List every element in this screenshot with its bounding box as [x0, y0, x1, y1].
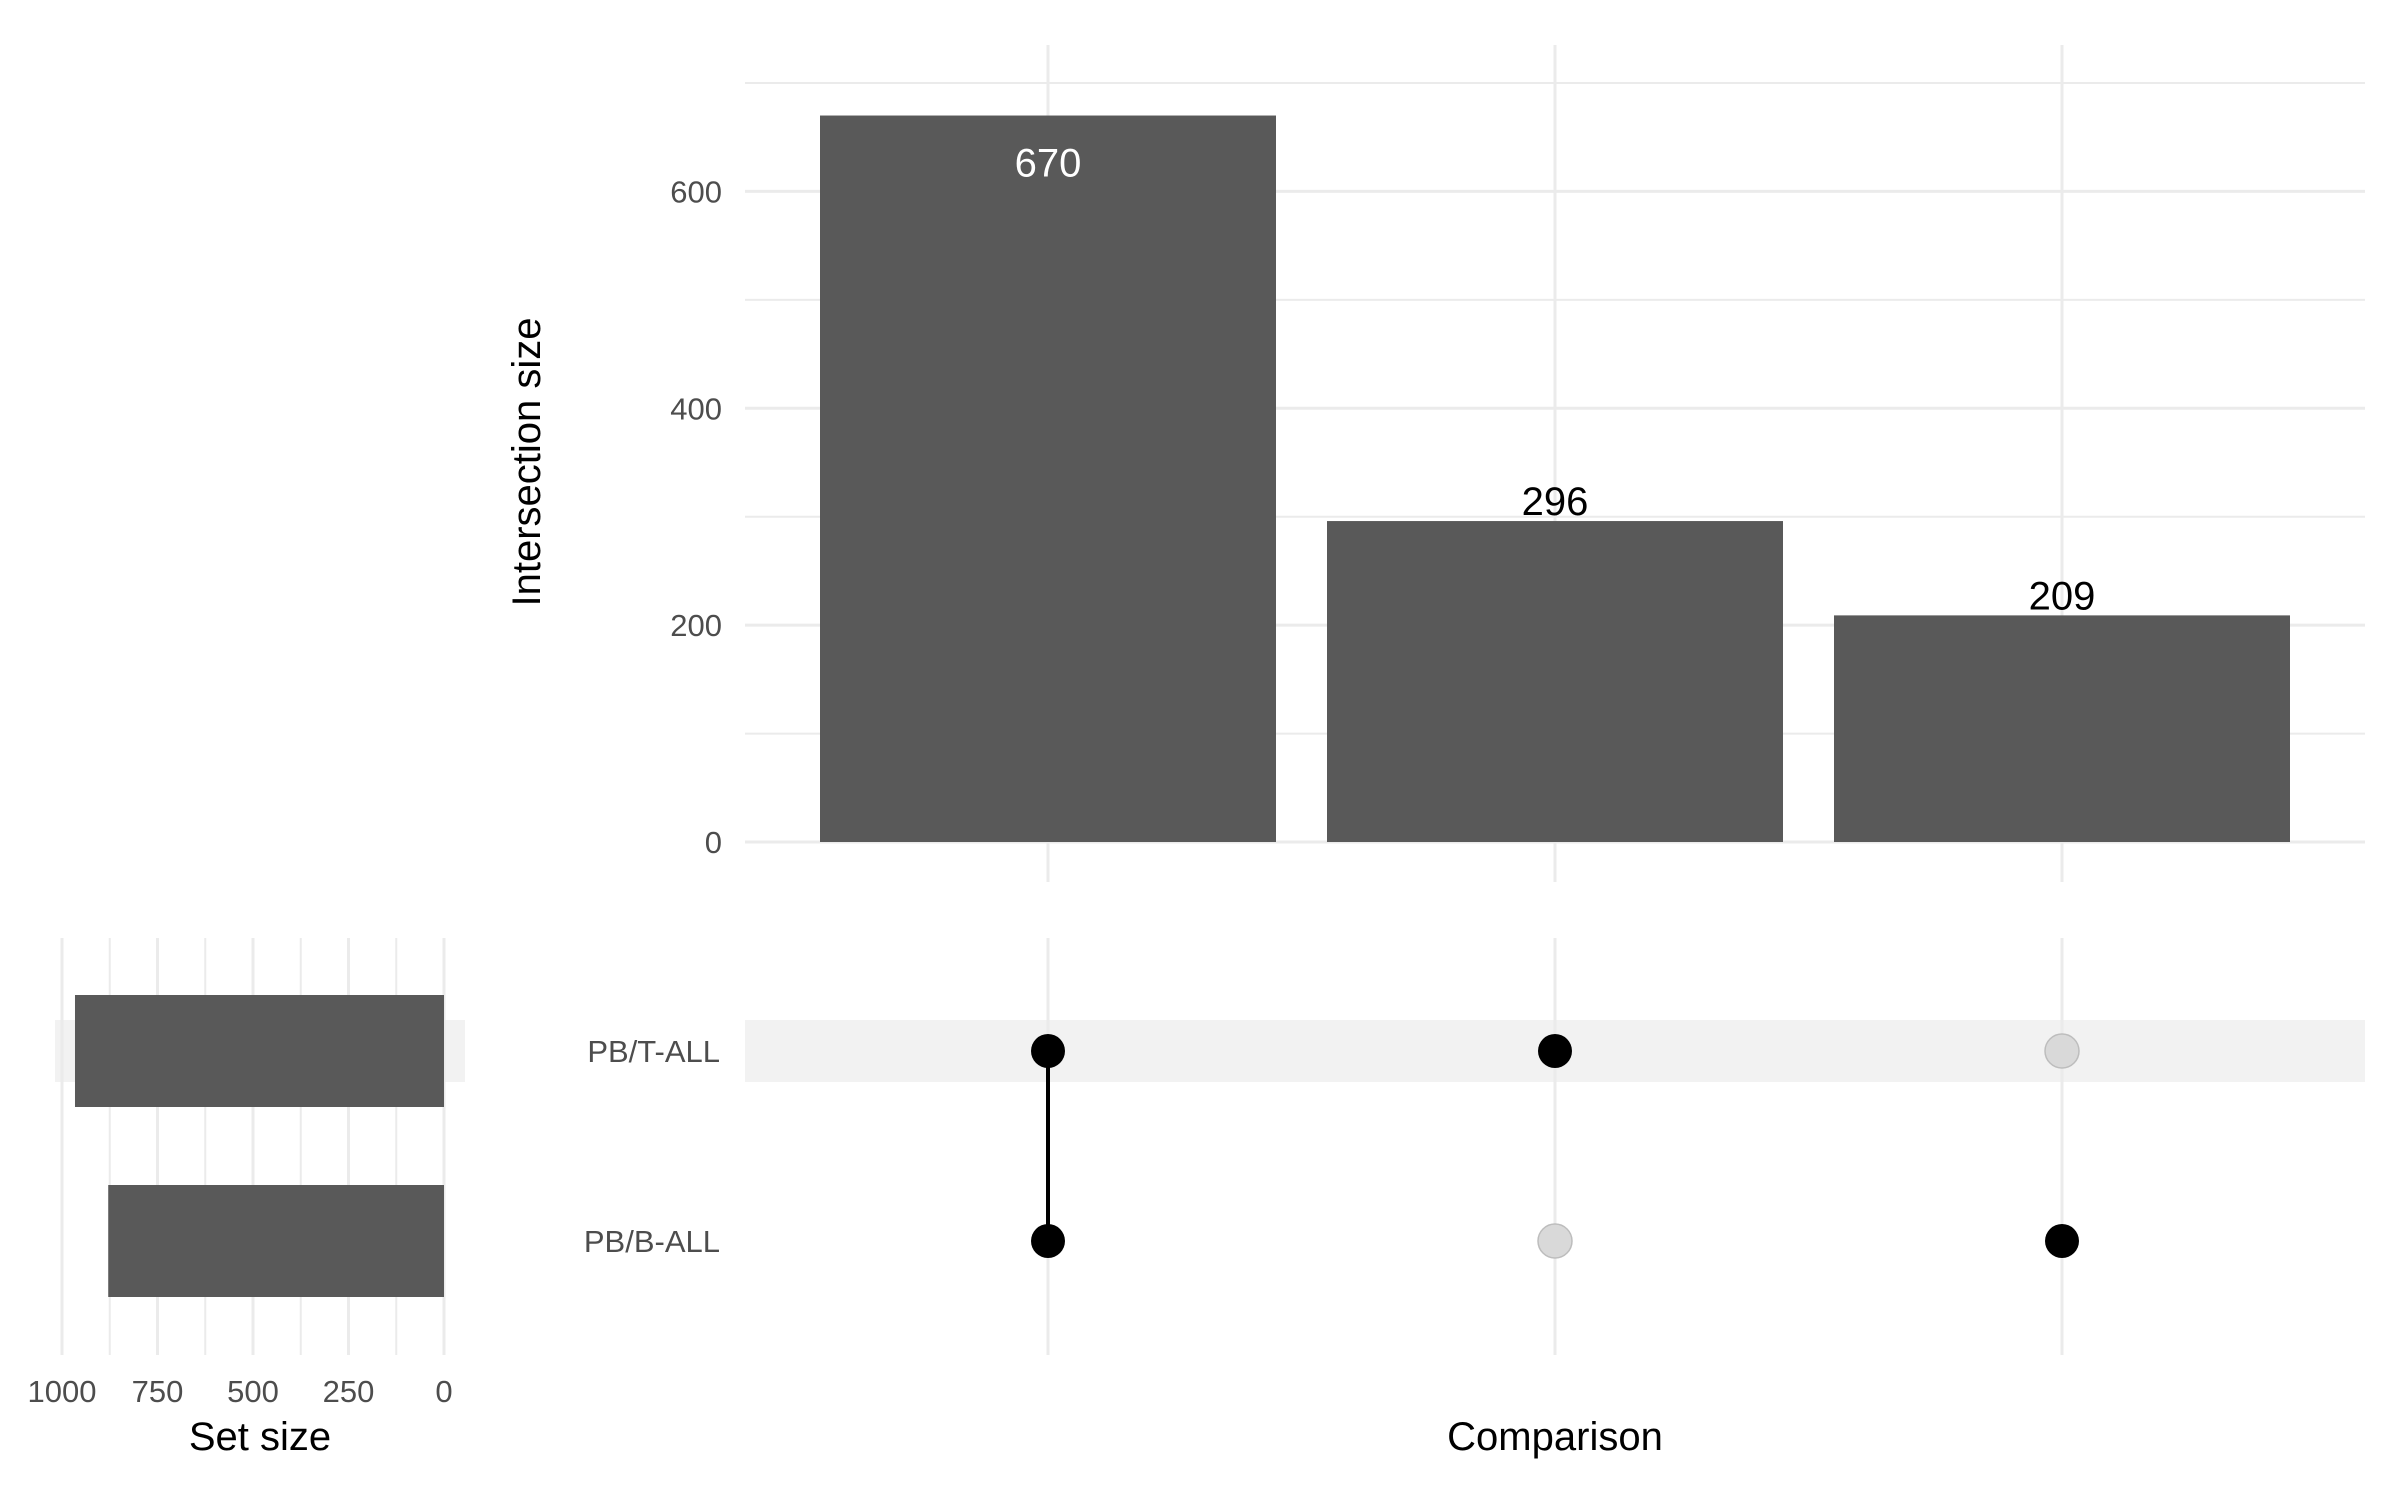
- set-size-bar: [108, 1185, 445, 1297]
- x-axis-title: Comparison: [1447, 1415, 1663, 1459]
- set-size-tick-label: 500: [227, 1374, 279, 1409]
- matrix-dot-inactive: [2044, 1033, 2080, 1069]
- set-size-tick-label: 0: [435, 1374, 452, 1409]
- y-tick-label: 200: [670, 608, 722, 643]
- set-size-tick-label: 1000: [28, 1374, 97, 1409]
- set-label: PB/T-ALL: [587, 1034, 720, 1069]
- set-size-axis-title: Set size: [189, 1415, 331, 1459]
- set-size-tick-label: 250: [323, 1374, 375, 1409]
- intersection-value-label: 209: [2029, 574, 2096, 618]
- matrix-dot-inactive: [1537, 1223, 1573, 1259]
- y-tick-label: 400: [670, 391, 722, 426]
- set-label: PB/B-ALL: [584, 1224, 720, 1259]
- set-size-tick-label: 750: [132, 1374, 184, 1409]
- intersection-bar: [820, 115, 1276, 843]
- y-tick-label: 0: [705, 825, 722, 860]
- intersection-bar: [1327, 521, 1783, 842]
- y-axis-title: Intersection size: [505, 317, 549, 606]
- intersection-value-label: 296: [1522, 480, 1589, 524]
- matrix-dot-active: [1538, 1034, 1572, 1068]
- intersection-bar: [1834, 615, 2290, 842]
- matrix-dot-active: [2045, 1224, 2079, 1258]
- matrix-dot-active: [1031, 1034, 1065, 1068]
- y-tick-label: 600: [670, 174, 722, 209]
- set-size-bar: [74, 995, 444, 1107]
- matrix-dot-active: [1031, 1224, 1065, 1258]
- intersection-value-label: 670: [1015, 142, 1082, 186]
